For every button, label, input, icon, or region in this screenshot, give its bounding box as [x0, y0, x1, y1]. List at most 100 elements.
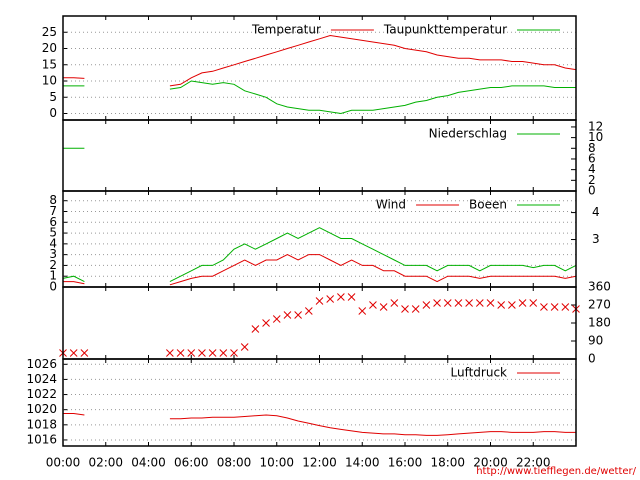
y-tick-label: 8	[588, 141, 596, 155]
x-tick-label: 08:00	[217, 456, 252, 470]
y-tick-label: 2	[588, 173, 596, 187]
y-tick-label: 180	[588, 316, 611, 330]
y-tick-label: 7	[49, 204, 57, 218]
direction-marker	[369, 301, 377, 309]
direction-marker	[80, 349, 89, 357]
direction-marker	[411, 305, 420, 313]
x-tick-label: 02:00	[88, 456, 123, 470]
y-tick-label: 10	[588, 130, 603, 144]
direction-marker	[326, 295, 335, 303]
direction-marker	[486, 299, 495, 307]
direction-marker	[540, 303, 548, 311]
legend-label: Wind	[376, 198, 406, 212]
legend-label: Taupunkttemperatur	[383, 23, 507, 37]
series-line	[62, 227, 577, 283]
direction-marker	[508, 301, 516, 309]
x-tick-label: 00:00	[46, 456, 81, 470]
direction-marker	[358, 307, 367, 315]
direction-marker	[272, 315, 281, 323]
y-tick-label: 25	[42, 25, 57, 39]
x-tick-label: 22:00	[516, 456, 551, 470]
y-tick-label: 0	[588, 184, 596, 198]
direction-marker	[347, 293, 356, 301]
x-tick-label: 06:00	[174, 456, 209, 470]
direction-marker	[401, 305, 409, 313]
y2-tick-label: 3	[592, 232, 600, 246]
y-tick-label: 2	[49, 258, 57, 272]
direction-marker	[315, 297, 324, 305]
direction-marker	[433, 299, 441, 307]
y-tick-label: 1024	[26, 372, 57, 386]
x-tick-label: 16:00	[388, 456, 423, 470]
y-tick-label: 5	[49, 226, 57, 240]
direction-marker	[240, 343, 249, 351]
direction-marker	[176, 349, 185, 357]
y-tick-label: 0	[49, 106, 57, 120]
legend-label: Temperatur	[251, 23, 321, 37]
y-tick-label: 6	[588, 151, 596, 165]
direction-marker	[465, 299, 473, 307]
y-tick-label: 1026	[26, 357, 57, 371]
direction-marker	[422, 301, 431, 309]
x-tick-label: 18:00	[430, 456, 465, 470]
y-tick-label: 10	[42, 74, 57, 88]
series-line	[63, 413, 576, 436]
y-tick-label: 4	[588, 162, 596, 176]
y-tick-label: 6	[49, 215, 57, 229]
y-tick-label: 3	[49, 247, 57, 261]
y-tick-label: 270	[588, 298, 611, 312]
series-line	[63, 80, 576, 115]
legend-label: Luftdruck	[450, 366, 507, 380]
y-tick-label: 1022	[26, 387, 57, 401]
direction-marker	[294, 311, 302, 319]
y-tick-label: 1016	[26, 432, 57, 446]
direction-marker	[262, 319, 270, 327]
direction-marker	[550, 303, 559, 311]
y-tick-label: 12	[588, 119, 603, 133]
direction-marker	[230, 349, 238, 357]
x-tick-label: 10:00	[259, 456, 294, 470]
direction-marker	[379, 303, 388, 311]
y-tick-label: 0	[588, 352, 596, 366]
direction-marker	[208, 349, 217, 357]
direction-marker	[561, 303, 570, 311]
source-url: http://www.tiefflegen.de/wetter/	[476, 466, 636, 477]
direction-marker	[497, 301, 506, 309]
y-tick-label: 5	[49, 90, 57, 104]
y-tick-label: 8	[49, 193, 57, 207]
y-tick-label: 0	[49, 280, 57, 294]
direction-marker	[69, 349, 78, 357]
x-tick-label: 14:00	[345, 456, 380, 470]
x-tick-label: 12:00	[302, 456, 337, 470]
direction-marker	[304, 307, 313, 315]
direction-marker	[251, 325, 260, 333]
series-line	[63, 34, 577, 87]
y-tick-label: 4	[49, 236, 57, 250]
direction-marker	[198, 349, 206, 357]
x-tick-label: 20:00	[473, 456, 508, 470]
direction-marker	[283, 311, 292, 319]
legend-label: Boeen	[469, 198, 507, 212]
panel-frame	[62, 358, 577, 447]
panel-frame	[62, 286, 577, 360]
y-tick-label: 20	[42, 41, 57, 55]
y-tick-label: 1020	[26, 402, 57, 416]
direction-marker	[475, 299, 484, 307]
y-tick-label: 360	[588, 280, 611, 294]
y-tick-label: 90	[588, 334, 603, 348]
series-line	[63, 254, 577, 286]
direction-marker	[166, 349, 174, 357]
direction-marker	[219, 349, 228, 357]
y-tick-label: 1	[49, 269, 57, 283]
y2-tick-label: 4	[592, 205, 600, 219]
legend-label: Niederschlag	[429, 127, 507, 141]
direction-marker	[454, 299, 463, 307]
direction-marker	[187, 349, 196, 357]
direction-marker	[390, 299, 399, 307]
y-tick-label: 15	[42, 57, 57, 71]
x-tick-label: 04:00	[131, 456, 166, 470]
direction-marker	[337, 293, 345, 301]
direction-marker	[518, 299, 527, 307]
y-tick-label: 1018	[26, 417, 57, 431]
